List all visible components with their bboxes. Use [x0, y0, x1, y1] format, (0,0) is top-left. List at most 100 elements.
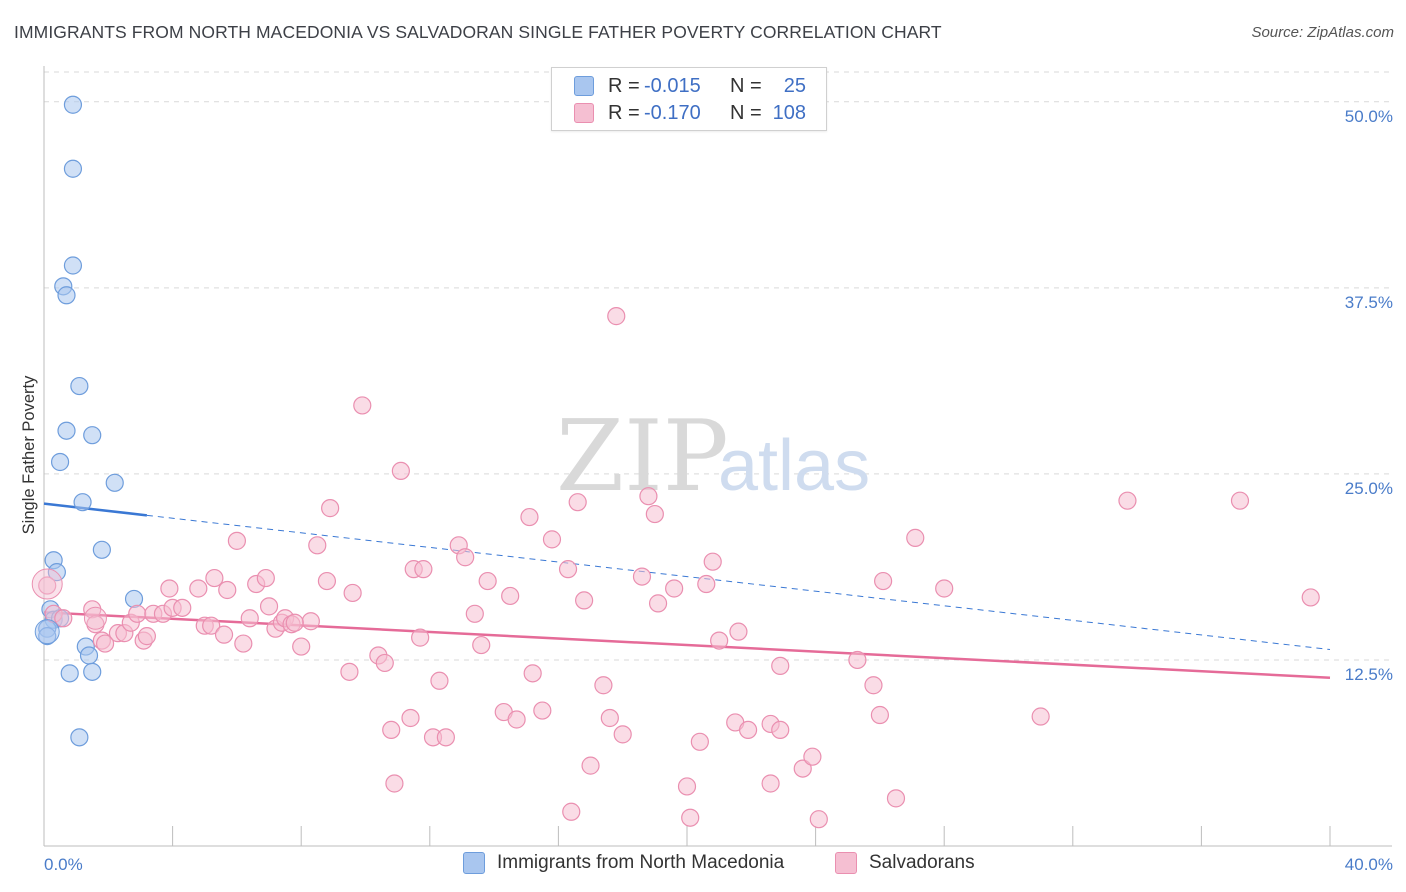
point-salvadoran: [234, 634, 253, 653]
point-north-macedonia: [79, 646, 99, 665]
y-axis-label: Single Father Poverty: [20, 375, 38, 534]
point-salvadoran: [870, 705, 890, 725]
point-salvadoran: [465, 604, 484, 623]
point-salvadoran: [771, 656, 790, 675]
point-salvadoran: [645, 504, 664, 524]
series-swatch-pink: [835, 852, 857, 874]
point-salvadoran: [173, 598, 192, 617]
point-salvadoran: [906, 528, 925, 547]
series-legend-label: Salvadorans: [869, 852, 975, 873]
point-salvadoran: [607, 307, 626, 326]
data-points: [31, 95, 1320, 829]
point-salvadoran: [665, 579, 684, 598]
point-salvadoran: [375, 653, 394, 673]
point-salvadoran: [285, 613, 304, 632]
point-salvadoran: [202, 616, 221, 635]
point-salvadoran: [600, 708, 619, 728]
point-salvadoran: [581, 756, 600, 775]
watermark: ZIP atlas: [556, 400, 870, 514]
point-salvadoran: [214, 625, 234, 644]
point-salvadoran: [240, 609, 259, 628]
point-salvadoran: [729, 622, 748, 641]
watermark-atlas: atlas: [718, 426, 870, 506]
point-salvadoran: [292, 637, 311, 656]
x-tick-label: 0.0%: [44, 855, 83, 874]
point-salvadoran: [414, 560, 433, 579]
point-salvadoran: [542, 530, 562, 549]
point-salvadoran: [1230, 491, 1250, 510]
trend-lines: [43, 502, 1331, 680]
legend-r-value: -0.170: [644, 101, 701, 124]
point-salvadoran: [472, 635, 491, 655]
legend-swatch-pink: [574, 103, 594, 123]
point-salvadoran: [864, 676, 883, 695]
trend-line-north-macedonia: [43, 502, 148, 517]
point-salvadoran: [803, 747, 822, 766]
point-north-macedonia: [50, 452, 70, 472]
point-salvadoran: [227, 531, 246, 550]
y-tick-label: 25.0%: [1345, 479, 1393, 498]
point-north-macedonia: [63, 95, 83, 114]
legend-r-label: R =: [608, 74, 640, 97]
point-salvadoran: [54, 609, 73, 628]
point-salvadoran: [886, 789, 906, 808]
series-legend: Immigrants from North Macedonia Salvador…: [0, 852, 1406, 876]
point-salvadoran: [761, 774, 780, 793]
gridlines: [44, 71, 1392, 661]
point-salvadoran: [501, 586, 520, 606]
series-legend-north-macedonia[interactable]: Immigrants from North Macedonia: [463, 852, 784, 874]
point-salvadoran: [613, 725, 632, 744]
point-salvadoran: [128, 604, 147, 623]
point-salvadoran: [533, 701, 552, 720]
legend-n-label: N =: [730, 74, 762, 97]
point-salvadoran: [436, 728, 455, 747]
point-salvadoran: [189, 579, 208, 598]
point-salvadoran: [848, 650, 867, 670]
legend-row-north-macedonia: R = -0.015 N = 25: [574, 73, 806, 99]
point-salvadoran: [935, 579, 954, 598]
point-north-macedonia: [57, 421, 76, 440]
point-salvadoran: [703, 552, 722, 571]
legend-r-value: -0.015: [644, 74, 701, 97]
point-salvadoran: [430, 671, 449, 690]
x-tick-label: 40.0%: [1345, 855, 1393, 874]
point-salvadoran: [353, 396, 372, 415]
y-tick-label: 37.5%: [1345, 293, 1393, 312]
point-salvadoran: [558, 560, 578, 579]
series-legend-salvadorans[interactable]: Salvadorans: [835, 852, 975, 874]
chart-title: IMMIGRANTS FROM NORTH MACEDONIA VS SALVA…: [14, 22, 942, 42]
point-salvadoran: [568, 493, 587, 512]
point-salvadoran: [520, 507, 539, 527]
point-salvadoran: [648, 594, 668, 613]
point-salvadoran: [738, 720, 758, 740]
point-salvadoran: [562, 802, 581, 821]
point-north-macedonia: [105, 473, 124, 492]
point-salvadoran: [321, 499, 340, 518]
point-salvadoran: [160, 579, 179, 598]
legend-r-label: R =: [608, 101, 640, 124]
point-salvadoran: [1031, 707, 1050, 726]
trend-line-north-macedonia-extrapolated: [146, 514, 1331, 651]
point-salvadoran: [710, 631, 729, 650]
point-salvadoran-large: [83, 606, 107, 630]
point-salvadoran: [1301, 588, 1320, 607]
point-north-macedonia: [124, 589, 144, 609]
point-salvadoran: [205, 568, 224, 588]
point-salvadoran: [639, 487, 658, 506]
point-north-macedonia: [83, 662, 102, 681]
point-salvadoran: [38, 576, 57, 595]
point-salvadoran: [507, 710, 526, 729]
point-salvadoran: [340, 662, 359, 681]
point-salvadoran: [401, 708, 420, 728]
point-salvadoran: [478, 571, 497, 591]
point-salvadoran: [411, 628, 430, 647]
point-salvadoran: [632, 567, 652, 586]
point-salvadoran: [575, 591, 594, 610]
point-salvadoran: [771, 720, 790, 740]
correlation-legend: R = -0.015 N = 25 R = -0.170 N = 108: [551, 67, 827, 131]
point-salvadoran: [95, 634, 115, 653]
y-tick-label: 50.0%: [1345, 107, 1393, 126]
point-salvadoran: [523, 664, 542, 683]
point-north-macedonia: [70, 728, 89, 747]
